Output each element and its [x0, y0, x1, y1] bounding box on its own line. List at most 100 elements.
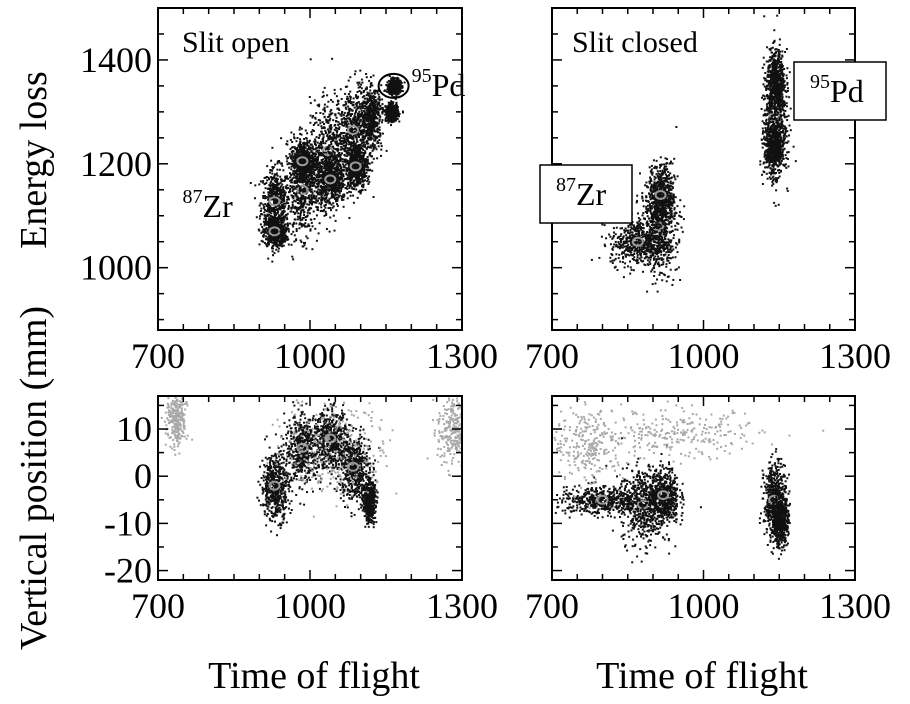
- point: [325, 164, 327, 166]
- point: [287, 178, 289, 180]
- point: [307, 154, 309, 156]
- point: [339, 135, 341, 137]
- point: [366, 98, 368, 100]
- point: [311, 168, 313, 170]
- point: [274, 174, 276, 176]
- point: [315, 148, 317, 150]
- point: [323, 95, 325, 97]
- point: [262, 204, 264, 206]
- point: [294, 188, 296, 190]
- point: [319, 154, 321, 156]
- point: [289, 180, 291, 182]
- point: [323, 123, 325, 125]
- point: [376, 125, 378, 127]
- point: [326, 121, 328, 123]
- point: [332, 165, 334, 167]
- point: [313, 168, 315, 170]
- point: [367, 161, 369, 163]
- point: [314, 178, 316, 180]
- point: [373, 158, 375, 160]
- point: [347, 197, 349, 199]
- point: [314, 99, 316, 101]
- point: [297, 166, 299, 168]
- point: [376, 148, 378, 150]
- point: [327, 168, 329, 170]
- point: [281, 180, 283, 182]
- point: [336, 197, 338, 199]
- point: [353, 140, 355, 142]
- point: [343, 194, 345, 196]
- point: [290, 174, 292, 176]
- point: [311, 202, 313, 204]
- point: [264, 242, 266, 244]
- point: [368, 163, 370, 165]
- point: [364, 146, 366, 148]
- point: [336, 194, 338, 196]
- point: [298, 227, 300, 229]
- point: [285, 236, 287, 238]
- point: [313, 172, 315, 174]
- point: [323, 152, 325, 154]
- point: [304, 190, 306, 192]
- point: [267, 258, 269, 260]
- point: [336, 168, 338, 170]
- point: [353, 97, 355, 99]
- point: [362, 173, 364, 175]
- point: [296, 198, 298, 200]
- point: [362, 107, 364, 109]
- point: [328, 202, 330, 204]
- point: [272, 186, 274, 188]
- point: [333, 196, 335, 198]
- cluster-10: [382, 98, 404, 126]
- point: [348, 143, 350, 145]
- point: [324, 110, 326, 112]
- point: [306, 132, 308, 134]
- point: [346, 169, 348, 171]
- point: [321, 192, 323, 194]
- point: [378, 139, 380, 141]
- point: [325, 158, 327, 160]
- point: [341, 177, 343, 179]
- point: [308, 208, 310, 210]
- point: [371, 92, 373, 94]
- point: [370, 82, 372, 84]
- point: [350, 144, 352, 146]
- point: [313, 196, 315, 198]
- point: [335, 220, 337, 222]
- point: [341, 161, 343, 163]
- point: [360, 93, 362, 95]
- point: [355, 156, 357, 158]
- point: [265, 232, 267, 234]
- point: [262, 180, 264, 182]
- point: [356, 177, 358, 179]
- point: [357, 147, 359, 149]
- point: [363, 155, 365, 157]
- point: [381, 121, 383, 123]
- point: [336, 120, 338, 122]
- point: [336, 135, 338, 137]
- point: [321, 190, 323, 192]
- point: [365, 175, 367, 177]
- point: [267, 242, 269, 244]
- point: [297, 216, 299, 218]
- point: [335, 194, 337, 196]
- point: [338, 121, 340, 123]
- point: [280, 137, 282, 139]
- point: [265, 217, 267, 219]
- point: [327, 193, 329, 195]
- point: [286, 184, 288, 186]
- point: [339, 143, 341, 145]
- point: [346, 96, 348, 98]
- point: [306, 140, 308, 142]
- point: [364, 103, 366, 105]
- point: [308, 146, 310, 148]
- point: [262, 241, 264, 243]
- point: [368, 100, 370, 102]
- point: [329, 217, 331, 219]
- point: [325, 194, 327, 196]
- point: [360, 84, 362, 86]
- point: [325, 185, 327, 187]
- point: [301, 128, 303, 130]
- point: [320, 210, 322, 212]
